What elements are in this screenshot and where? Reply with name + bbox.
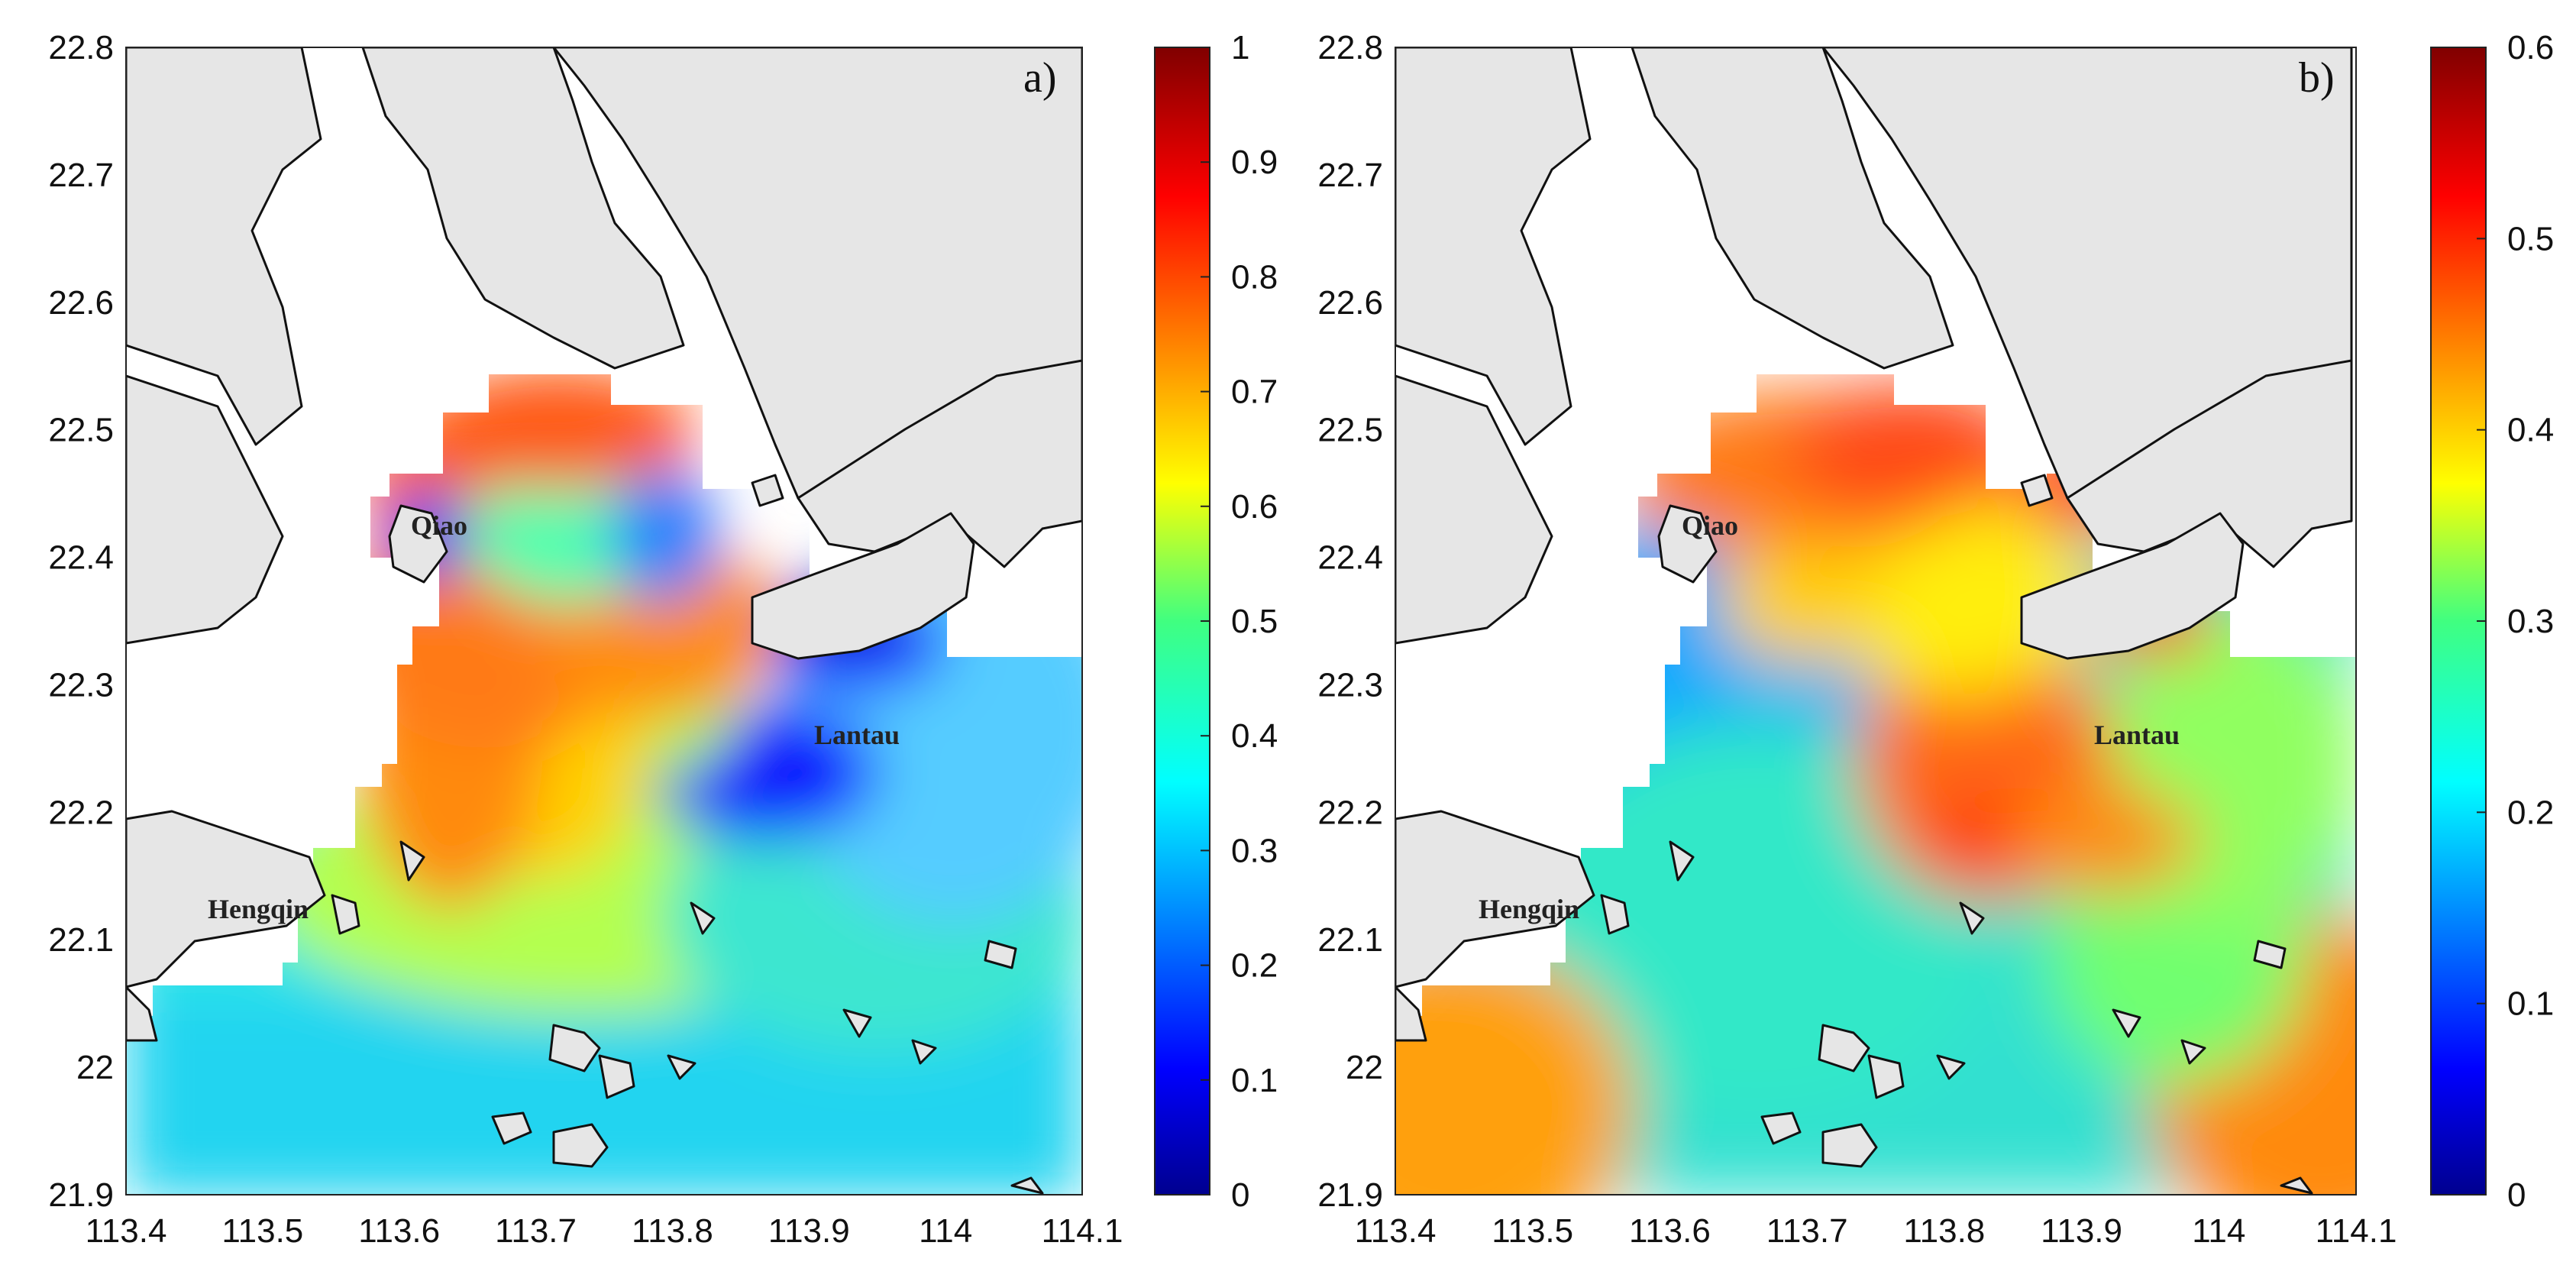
y-tick-label: 22 — [1346, 1049, 1383, 1086]
y-tick-label: 22.1 — [1317, 921, 1383, 959]
panel-a-axes: 113.4 113.5 113.6 113.7 113.8 113.9 114 114.1 22… — [48, 29, 1123, 1250]
y-tick-label: 21.9 — [48, 1176, 114, 1214]
y-tick-label: 22.5 — [48, 412, 114, 449]
colorbar-tick-label: 0.9 — [1231, 144, 1278, 181]
x-tick-label: 114 — [2192, 1212, 2245, 1250]
colorbar-tick-label: 0.5 — [1231, 603, 1278, 640]
place-label-hengqin: Hengqin — [208, 894, 309, 924]
x-tick-label: 114.1 — [1042, 1212, 1123, 1250]
y-tick-label: 22.3 — [1317, 666, 1383, 704]
x-tick-label: 113.7 — [1766, 1212, 1848, 1250]
x-tick-label: 113.5 — [221, 1212, 303, 1250]
y-tick-label: 22.4 — [1317, 539, 1383, 577]
colorbar-tick-label: 0.8 — [1231, 258, 1278, 296]
panel-b-axes: 113.4 113.5 113.6 113.7 113.8 113.9 114 114.1 22… — [1317, 29, 2397, 1250]
x-tick-label: 113.8 — [632, 1212, 713, 1250]
place-label-qiao-b: Qiao — [1682, 510, 1738, 541]
colorbar-tick-label: 0.2 — [1231, 947, 1278, 985]
x-tick-label: 113.6 — [1629, 1212, 1711, 1250]
colorbar-tick-label: 0.4 — [1231, 717, 1278, 755]
colorbar-tick-label: 0.1 — [1231, 1062, 1278, 1099]
x-tick-label: 113.6 — [358, 1212, 440, 1250]
x-tick-label: 113.7 — [495, 1212, 577, 1250]
place-label-qiao: Qiao — [411, 510, 467, 541]
y-tick-label: 22.5 — [1317, 412, 1383, 449]
place-label-lantau-b: Lantau — [2094, 720, 2180, 750]
panel-a-frame — [125, 47, 1083, 1195]
panel-b: b) Qiao Lantau Hengqin 113.4 113.5 113.6 11… — [1317, 29, 2554, 1250]
colorbar-tick-label: 0.3 — [1231, 832, 1278, 869]
colorbar-tick-label: 0.4 — [2507, 412, 2554, 449]
x-tick-label: 113.4 — [86, 1212, 167, 1250]
x-tick-label: 113.4 — [1355, 1212, 1437, 1250]
colorbar-tick-label: 0.6 — [2507, 29, 2554, 66]
y-tick-label: 22.8 — [48, 29, 114, 66]
colorbar-tick-label: 0.3 — [2507, 603, 2554, 640]
x-tick-label: 113.5 — [1492, 1212, 1573, 1250]
colorbar-tick-label: 0 — [1231, 1176, 1249, 1214]
x-tick-label: 113.8 — [1903, 1212, 1985, 1250]
panel-b-frame — [1395, 47, 2357, 1195]
panel-a-label: a) — [1023, 54, 1057, 102]
x-tick-label: 113.9 — [768, 1212, 850, 1250]
y-tick-label: 22.7 — [48, 157, 114, 194]
panel-b-colorbar-ticks: 0.6 0.5 0.4 0.3 0.2 0.1 0 — [2477, 29, 2554, 1214]
panel-b-label: b) — [2299, 54, 2335, 102]
y-tick-label: 21.9 — [1317, 1176, 1383, 1214]
x-tick-label: 114 — [919, 1212, 972, 1250]
colorbar-tick-label: 0.2 — [2507, 794, 2554, 831]
y-tick-label: 22.4 — [48, 539, 114, 577]
colorbar-tick-label: 1 — [1231, 29, 1249, 66]
panel-a: a) Qiao Lantau Hengqin 113.4 113.5 113.6 11… — [48, 29, 1278, 1250]
y-tick-label: 22.1 — [48, 921, 114, 959]
colorbar-tick-label: 0.5 — [2507, 220, 2554, 257]
y-tick-label: 22.7 — [1317, 157, 1383, 194]
colorbar-tick-label: 0.7 — [1231, 374, 1278, 411]
place-label-lantau: Lantau — [814, 720, 900, 750]
colorbar-tick-label: 0.6 — [1231, 488, 1278, 526]
colorbar-tick-label: 0 — [2507, 1176, 2526, 1214]
y-tick-label: 22.2 — [1317, 794, 1383, 831]
colorbar-tick-label: 0.1 — [2507, 985, 2554, 1023]
y-tick-label: 22 — [76, 1049, 114, 1086]
x-tick-label: 113.9 — [2041, 1212, 2122, 1250]
y-tick-label: 22.3 — [48, 666, 114, 704]
x-tick-label: 114.1 — [2316, 1212, 2397, 1250]
y-tick-label: 22.6 — [1317, 284, 1383, 322]
y-tick-label: 22.2 — [48, 794, 114, 831]
y-tick-label: 22.8 — [1317, 29, 1383, 66]
place-label-hengqin-b: Hengqin — [1479, 894, 1579, 924]
y-tick-label: 22.6 — [48, 284, 114, 322]
panel-a-colorbar-ticks: 1 0.9 0.8 0.7 0.6 0.5 0.4 0.3 0.2 0.1 0 — [1201, 29, 1278, 1214]
